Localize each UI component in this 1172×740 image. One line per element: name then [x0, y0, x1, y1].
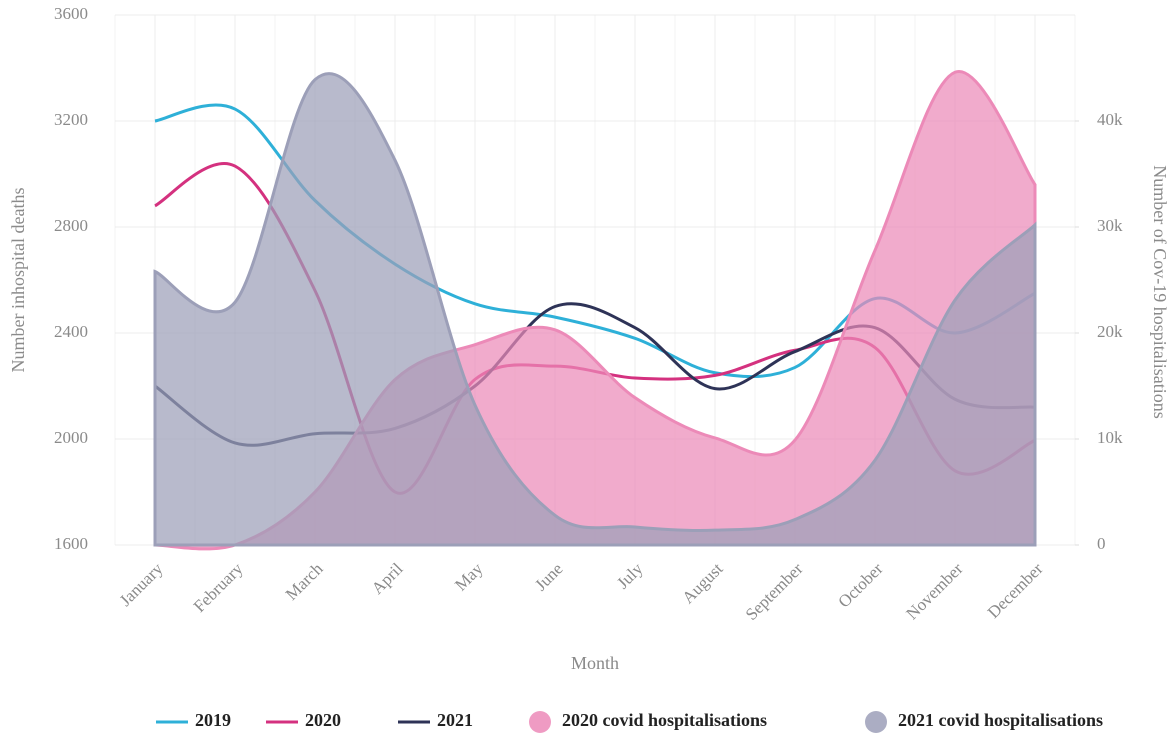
- y2-tick-label: 20k: [1097, 322, 1123, 341]
- y-tick-label: 2400: [54, 322, 88, 341]
- legend-label: 2020: [305, 710, 341, 730]
- legend-swatch: [865, 711, 887, 733]
- x-tick-label: October: [834, 559, 886, 611]
- x-tick-label: May: [451, 559, 487, 595]
- x-tick-label: August: [678, 559, 726, 607]
- x-tick-label: April: [368, 559, 407, 598]
- legend-label: 2021: [437, 710, 473, 730]
- x-tick-label: December: [984, 559, 1047, 622]
- y2-tick-label: 0: [1097, 534, 1106, 553]
- y-axis-title: Number inhospital deaths: [8, 188, 28, 373]
- legend-label: 2021 covid hospitalisations: [898, 710, 1103, 730]
- x-tick-label: November: [902, 559, 966, 623]
- legend-swatch: [529, 711, 551, 733]
- y2-tick-label: 40k: [1097, 110, 1123, 129]
- x-tick-label: March: [282, 559, 327, 604]
- x-tick-label: February: [190, 559, 247, 616]
- y-tick-label: 2800: [54, 216, 88, 235]
- x-tick-label: June: [531, 559, 566, 594]
- y-tick-label: 2000: [54, 428, 88, 447]
- x-tick-label: January: [116, 559, 167, 610]
- legend-label: 2020 covid hospitalisations: [562, 710, 767, 730]
- legend-label: 2019: [195, 710, 231, 730]
- y2-tick-label: 30k: [1097, 216, 1123, 235]
- y2-tick-label: 10k: [1097, 428, 1123, 447]
- x-axis-title: Month: [571, 653, 619, 673]
- area: [153, 72, 1037, 547]
- y-tick-label: 3600: [54, 4, 88, 23]
- x-tick-label: September: [742, 559, 807, 624]
- y-tick-label: 3200: [54, 110, 88, 129]
- x-tick-label: July: [613, 559, 647, 593]
- y2-axis-title: Number of Cov-19 hospitalisations: [1150, 165, 1170, 418]
- y-tick-label: 1600: [54, 534, 88, 553]
